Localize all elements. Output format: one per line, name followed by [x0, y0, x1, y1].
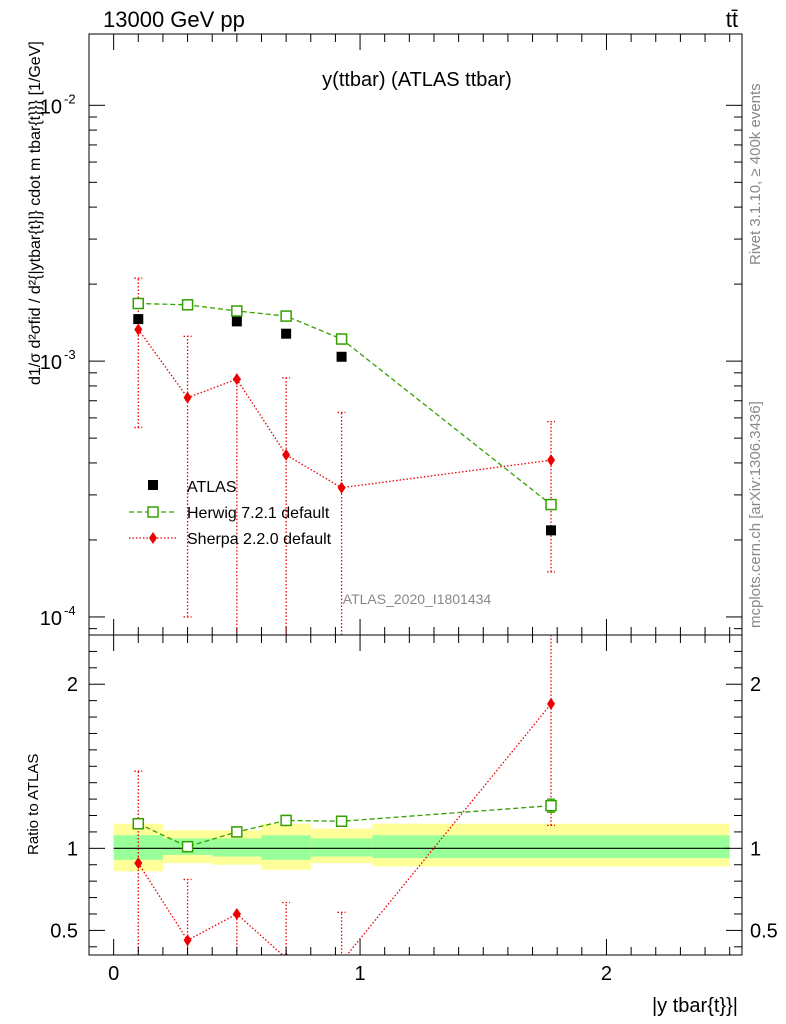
ratio-herwig-point	[231, 826, 243, 838]
sherpa-point	[282, 448, 291, 461]
legend-herwig-marker	[147, 506, 159, 518]
herwig-point	[231, 305, 243, 317]
ratio-sherpa-point	[134, 857, 143, 870]
ratio-herwig-point	[181, 840, 194, 853]
ratio-data	[132, 635, 557, 968]
ratio-sherpa-point	[183, 934, 192, 947]
ratio-y-tick-label: 0.5	[50, 920, 78, 942]
legend-herwig-label: Herwig 7.2.1 default	[187, 505, 330, 522]
ratio-band-inner	[372, 835, 730, 859]
sherpa-point	[232, 373, 241, 386]
ratio-sherpa-point	[232, 907, 241, 920]
watermark: ATLAS_2020_I1801434	[343, 591, 492, 607]
ratio-x-tick-label: 2	[601, 963, 612, 985]
main-y-tick-label: 10	[40, 96, 62, 118]
ratio-y-axis-label: Ratio to ATLAS	[25, 754, 42, 855]
ratio-band-inner	[310, 838, 373, 857]
ratio-herwig-point	[280, 814, 292, 827]
atlas-point	[133, 314, 144, 325]
ratio-sherpa-point	[338, 956, 346, 968]
ratio-sherpa-point	[547, 697, 556, 710]
ratio-x-tick-label: 1	[354, 963, 365, 985]
ratio-y-tick-label: 1	[67, 838, 78, 860]
main-y-tick-exponent: -3	[64, 347, 76, 362]
legend-sherpa-label: Sherpa 2.2.0 default	[187, 531, 332, 548]
rivet-label: Rivet 3.1.10, ≥ 400k events	[747, 83, 764, 265]
main-y-tick-label: 10	[40, 352, 62, 374]
legend-atlas-marker	[148, 480, 158, 490]
process-label: tt̄	[726, 7, 738, 32]
herwig-line	[138, 302, 552, 506]
sherpa-line	[137, 329, 552, 489]
ratio-panel: Ratio to ATLAS 0 1 2 0.5 0.5 1 1 2 2 |y tbar{t}}…	[25, 634, 778, 1017]
main-y-axis-label: d1/σ d²σfid / d²{|ytbar{t}|} cdot m tbar…	[27, 41, 44, 385]
main-y-tick-exponent: -2	[64, 91, 76, 106]
ratio-y-tick-label-right: 0.5	[750, 920, 778, 942]
herwig-point	[181, 299, 194, 311]
ratio-y-tick-label-right: 2	[750, 674, 761, 696]
atlas-point	[546, 525, 557, 536]
sherpa-point	[337, 481, 346, 494]
ratio-band-inner	[212, 838, 262, 857]
ratio-herwig-point	[335, 815, 348, 828]
herwig-point	[280, 310, 292, 322]
legend-sherpa-marker	[149, 532, 157, 544]
ratio-frame	[88, 634, 743, 956]
atlas-point	[281, 328, 292, 339]
ratio-ticks: 0 1 2 0.5 0.5 1 1 2 2	[50, 634, 778, 985]
sherpa-point	[183, 391, 192, 404]
ratio-herwig-point	[132, 817, 145, 830]
sherpa-point	[134, 323, 143, 336]
ratio-x-tick-label: 0	[108, 963, 119, 985]
ratio-y-tick-label: 2	[67, 674, 78, 696]
source-label: mcplots.cern.ch [arXiv:1306.3436]	[747, 401, 764, 628]
main-y-tick-exponent: -4	[64, 603, 76, 618]
ratio-herwig-point	[545, 799, 557, 812]
plot-title: y(ttbar) (ATLAS ttbar)	[322, 69, 512, 91]
main-data	[132, 277, 557, 635]
ratio-y-tick-label-right: 1	[750, 838, 761, 860]
herwig-point	[335, 333, 348, 345]
main-y-ticks: 10-210-310-4	[40, 34, 742, 635]
main-panel: y(ttbar) (ATLAS ttbar) ATLAS_2020_I18014…	[27, 33, 743, 636]
ratio-band-inner	[261, 835, 311, 860]
energy-label: 13000 GeV pp	[103, 7, 245, 32]
herwig-point	[545, 498, 557, 511]
atlas-point	[336, 351, 347, 362]
sherpa-point	[547, 454, 556, 467]
ratio-herwig-line	[138, 805, 552, 848]
herwig-point	[132, 297, 145, 310]
legend: ATLAS Herwig 7.2.1 default Sherpa 2.2.0 …	[129, 479, 332, 548]
legend-atlas-label: ATLAS	[187, 479, 237, 496]
ratio-bands	[113, 823, 730, 872]
x-axis-label: |y tbar{t}}|	[652, 995, 738, 1017]
main-y-tick-label: 10	[40, 608, 62, 630]
atlas-point	[231, 316, 242, 327]
